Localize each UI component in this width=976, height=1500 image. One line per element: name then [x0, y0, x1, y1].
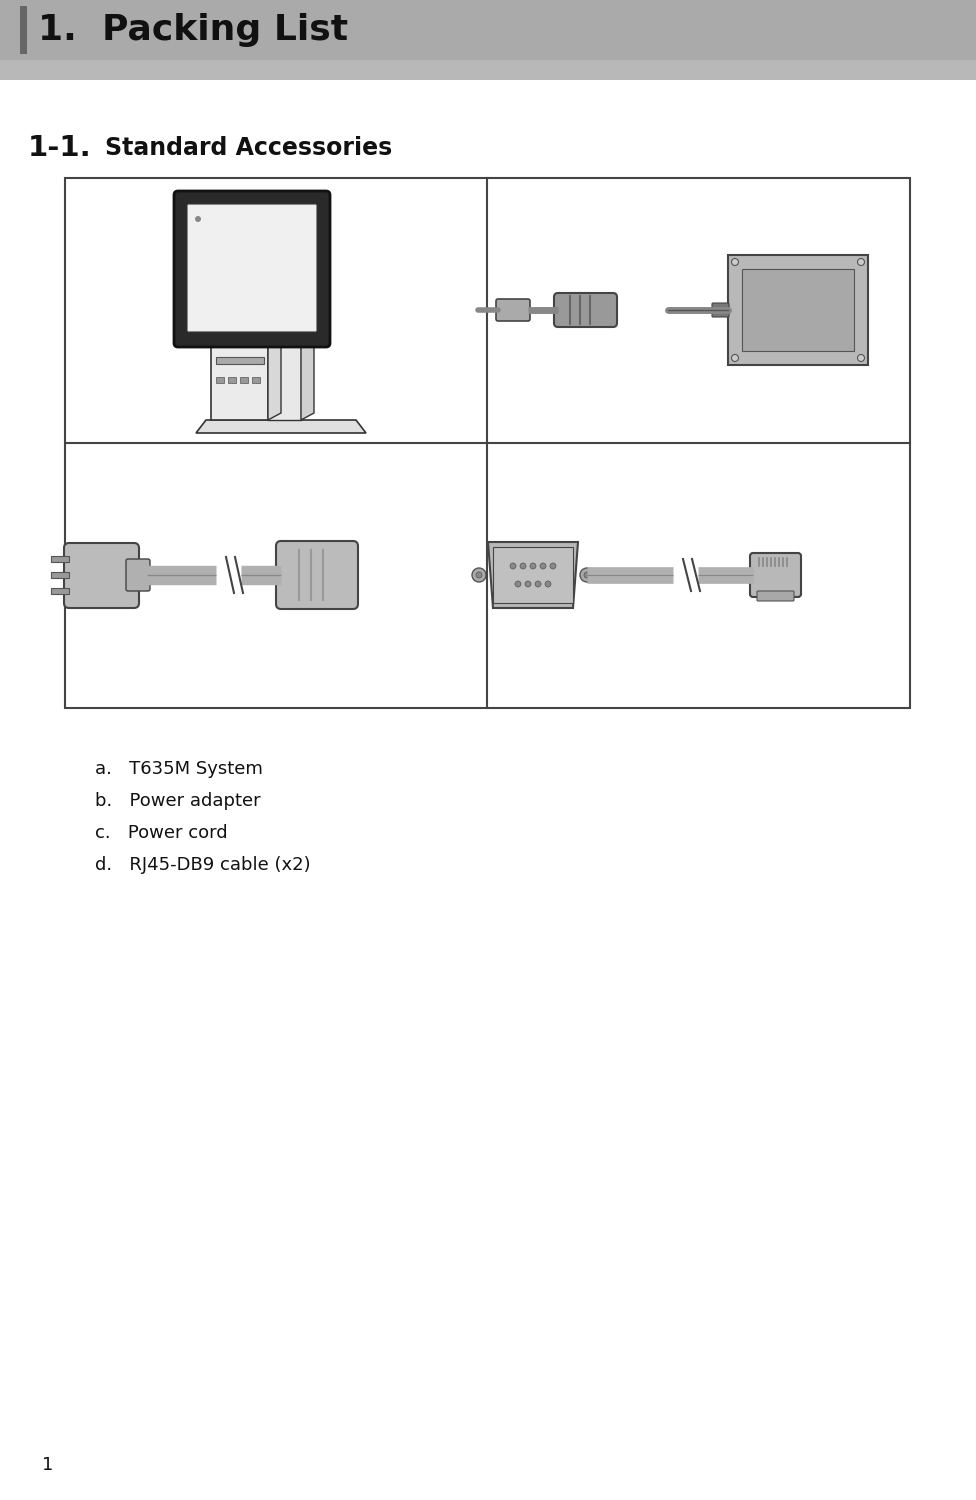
- Bar: [20, 6, 27, 54]
- Text: d.   RJ45-DB9 cable (x2): d. RJ45-DB9 cable (x2): [95, 856, 310, 874]
- FancyBboxPatch shape: [750, 554, 801, 597]
- Circle shape: [510, 562, 516, 568]
- Circle shape: [509, 562, 516, 570]
- FancyBboxPatch shape: [712, 303, 729, 316]
- Bar: [51, 572, 69, 578]
- FancyBboxPatch shape: [276, 542, 358, 609]
- Polygon shape: [268, 334, 281, 420]
- Circle shape: [514, 580, 521, 588]
- Polygon shape: [268, 345, 301, 420]
- Circle shape: [540, 562, 547, 570]
- Bar: [252, 376, 260, 382]
- FancyBboxPatch shape: [126, 560, 150, 591]
- Circle shape: [540, 562, 546, 568]
- Bar: [728, 255, 868, 364]
- Polygon shape: [211, 345, 268, 420]
- Circle shape: [549, 562, 556, 570]
- Bar: [216, 357, 264, 364]
- FancyBboxPatch shape: [187, 204, 317, 332]
- Circle shape: [535, 580, 542, 588]
- FancyBboxPatch shape: [496, 298, 530, 321]
- Bar: [0, 0, 976, 60]
- Circle shape: [580, 568, 594, 582]
- Circle shape: [545, 580, 551, 586]
- Text: Standard Accessories: Standard Accessories: [105, 136, 392, 160]
- Circle shape: [519, 562, 526, 570]
- Bar: [228, 376, 236, 382]
- Text: 1-1.: 1-1.: [28, 134, 92, 162]
- Bar: [742, 268, 854, 351]
- Circle shape: [530, 562, 536, 568]
- Polygon shape: [488, 542, 578, 608]
- Text: 1.  Packing List: 1. Packing List: [38, 13, 348, 46]
- Polygon shape: [301, 334, 314, 420]
- FancyBboxPatch shape: [554, 292, 617, 327]
- Circle shape: [550, 562, 556, 568]
- FancyBboxPatch shape: [64, 543, 139, 608]
- Circle shape: [535, 580, 541, 586]
- Circle shape: [858, 258, 865, 266]
- Circle shape: [524, 580, 532, 588]
- Polygon shape: [196, 420, 366, 434]
- Circle shape: [858, 354, 865, 362]
- Bar: [493, 548, 573, 603]
- Circle shape: [515, 580, 521, 586]
- Circle shape: [731, 258, 739, 266]
- Circle shape: [476, 572, 482, 578]
- Text: c.   Power cord: c. Power cord: [95, 824, 227, 842]
- Circle shape: [520, 562, 526, 568]
- Bar: [240, 376, 248, 382]
- Circle shape: [584, 572, 590, 578]
- Bar: [65, 178, 910, 708]
- Circle shape: [530, 562, 537, 570]
- Circle shape: [545, 580, 551, 588]
- Bar: [51, 588, 69, 594]
- FancyBboxPatch shape: [757, 591, 794, 602]
- Bar: [216, 376, 224, 382]
- FancyBboxPatch shape: [174, 190, 330, 346]
- Circle shape: [525, 580, 531, 586]
- Bar: [51, 556, 69, 562]
- Circle shape: [195, 216, 201, 222]
- Circle shape: [472, 568, 486, 582]
- Text: 1: 1: [42, 1456, 54, 1474]
- Text: b.   Power adapter: b. Power adapter: [95, 792, 261, 810]
- Circle shape: [731, 354, 739, 362]
- Bar: [0, 60, 976, 80]
- Text: a.   T635M System: a. T635M System: [95, 760, 263, 778]
